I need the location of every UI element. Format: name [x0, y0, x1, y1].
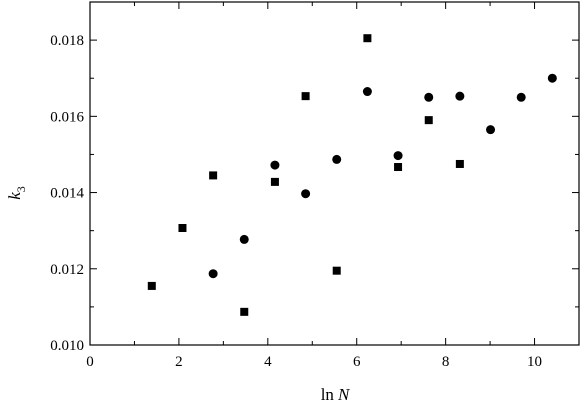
y-tick-label: 0.012 [50, 262, 84, 278]
y-tick-label: 0.010 [50, 338, 84, 354]
y-axis-label-main: k [5, 192, 24, 200]
y-axis-label: k3 [5, 186, 28, 200]
plot-frame [89, 1, 580, 346]
circle-point [393, 151, 403, 161]
circle-point [239, 234, 249, 244]
y-tick-label: 0.018 [50, 33, 84, 49]
x-tick-label: 8 [442, 354, 450, 370]
data-points [147, 34, 557, 316]
square-point [209, 171, 218, 180]
x-axis-ticks: 0 2 4 6 8 10 [86, 2, 542, 370]
x-tick-label: 10 [527, 354, 542, 370]
plot-area-border [89, 1, 580, 346]
x-axis-label-variable: N [337, 385, 351, 404]
circle-point [486, 125, 496, 135]
circle-point [270, 160, 280, 170]
circle-point [362, 87, 372, 97]
circle-point [208, 269, 218, 279]
circle-point [455, 91, 465, 101]
circle-point [547, 73, 557, 83]
square-point [240, 307, 249, 316]
square-point [332, 266, 341, 275]
square-point [394, 163, 403, 172]
x-tick-label: 6 [353, 354, 361, 370]
circle-point [516, 92, 526, 102]
square-point [455, 159, 464, 168]
y-axis-label-subscript: 3 [14, 186, 28, 192]
y-tick-label: 0.014 [50, 186, 84, 202]
y-tick-label: 0.016 [50, 109, 84, 125]
x-tick-label: 2 [175, 354, 183, 370]
circle-point [424, 92, 434, 102]
x-axis-label: ln N [321, 385, 351, 404]
square-point [270, 177, 279, 186]
y-axis-ticks: 0.010 0.012 0.014 0.016 0.018 [50, 1, 579, 354]
square-point [178, 223, 187, 232]
x-axis-label-main: ln [321, 385, 335, 404]
square-point [301, 92, 310, 101]
square-point [147, 281, 156, 290]
x-tick-label: 0 [86, 354, 94, 370]
square-point [424, 116, 433, 125]
x-tick-label: 4 [264, 354, 272, 370]
circle-point [301, 189, 311, 199]
square-point [363, 34, 372, 43]
circle-point [332, 154, 342, 164]
